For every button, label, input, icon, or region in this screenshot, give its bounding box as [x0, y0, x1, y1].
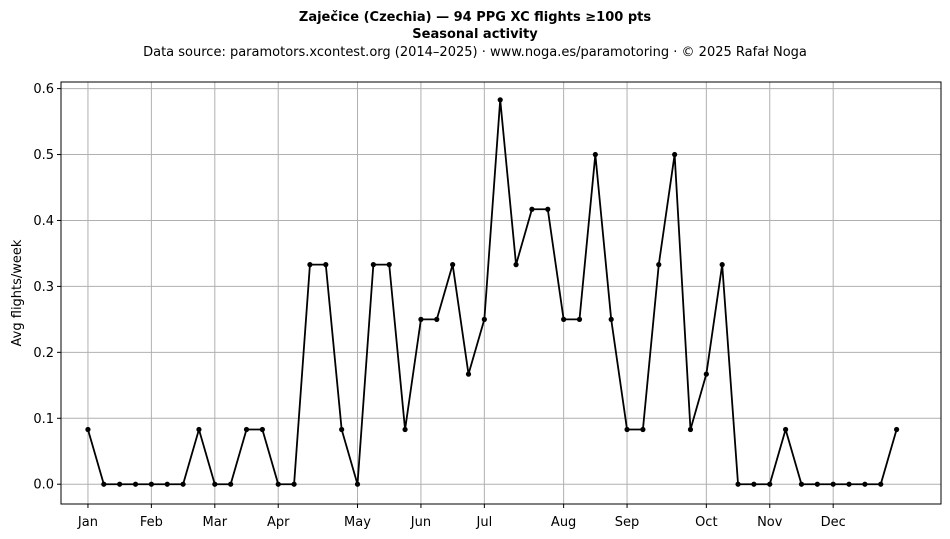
x-tick-label: Oct — [695, 515, 717, 530]
data-point — [370, 262, 376, 268]
data-point — [465, 371, 472, 377]
data-point — [862, 481, 868, 487]
x-tick-label: Mar — [203, 515, 228, 530]
y-axis-label: Avg flights/week — [10, 239, 25, 346]
x-tick-label: Apr — [267, 515, 290, 530]
x-tick-label: Aug — [551, 515, 576, 530]
series-line — [87, 98, 898, 486]
data-point — [624, 426, 630, 433]
x-tick-label: Jan — [77, 515, 98, 530]
data-point — [576, 316, 583, 322]
data-point — [101, 481, 107, 487]
ticks: 0.0 0.1 0.2 0.3 0.4 0.5 0.6 Jan Feb Mar Apr May Jun J… — [33, 82, 845, 530]
data-point — [402, 426, 408, 433]
y-tick-label: 0.4 — [33, 214, 54, 229]
data-point — [434, 316, 440, 322]
data-point — [275, 481, 281, 487]
data-point — [132, 481, 139, 487]
data-point — [418, 316, 424, 322]
data-point — [592, 151, 598, 158]
data-point — [830, 481, 836, 487]
data-point — [894, 426, 900, 433]
data-point — [687, 426, 694, 433]
data-point — [497, 97, 503, 103]
data-point — [640, 426, 646, 433]
data-point — [545, 206, 551, 212]
data-point — [196, 426, 202, 433]
data-point — [481, 316, 487, 322]
plot-frame — [60, 81, 942, 505]
data-point — [783, 426, 789, 433]
data-point — [608, 316, 614, 322]
y-tick-label: 0.0 — [33, 478, 54, 493]
grid — [61, 82, 941, 504]
data-point — [259, 426, 265, 433]
data-point — [354, 481, 361, 487]
data-point — [386, 262, 392, 268]
data-point — [561, 316, 567, 322]
x-tick-label: Jul — [476, 515, 493, 530]
y-tick-label: 0.3 — [33, 280, 54, 295]
data-point — [513, 262, 519, 268]
data-point — [291, 481, 297, 487]
chart-title: Zaječice (Czechia) — 94 PPG XC flights ≥… — [299, 10, 651, 25]
data-point — [85, 426, 91, 433]
chart-subtitle: Seasonal activity — [412, 27, 538, 42]
x-tick-label: Feb — [140, 515, 163, 530]
data-point — [164, 481, 170, 487]
data-point — [180, 481, 186, 487]
data-point — [703, 371, 709, 377]
data-point — [307, 262, 313, 268]
data-point — [228, 481, 234, 487]
data-point — [767, 481, 773, 487]
data-point — [656, 262, 662, 268]
data-point — [243, 426, 250, 433]
data-point — [323, 262, 329, 268]
x-tick-label: Dec — [821, 515, 846, 530]
data-point — [117, 481, 123, 487]
x-tick-label: May — [344, 515, 371, 530]
data-point — [735, 481, 741, 487]
data-point — [814, 481, 820, 487]
data-point — [212, 481, 218, 487]
x-tick-label: Jun — [410, 515, 431, 530]
y-tick-label: 0.6 — [33, 82, 54, 97]
x-tick-label: Sep — [615, 515, 640, 530]
chart-source: Data source: paramotors.xcontest.org (20… — [143, 45, 807, 60]
series — [85, 97, 900, 487]
data-point — [148, 481, 154, 487]
data-point — [672, 151, 678, 158]
data-point — [878, 481, 884, 487]
data-point — [798, 481, 805, 487]
x-tick-label: Nov — [757, 515, 783, 530]
data-point — [719, 262, 725, 268]
y-tick-label: 0.5 — [33, 148, 54, 163]
data-point — [846, 481, 852, 487]
y-tick-label: 0.2 — [33, 346, 54, 361]
y-tick-label: 0.1 — [33, 412, 54, 427]
data-point — [450, 262, 456, 268]
data-point — [529, 206, 535, 212]
data-point — [339, 426, 345, 433]
data-point — [751, 481, 757, 487]
